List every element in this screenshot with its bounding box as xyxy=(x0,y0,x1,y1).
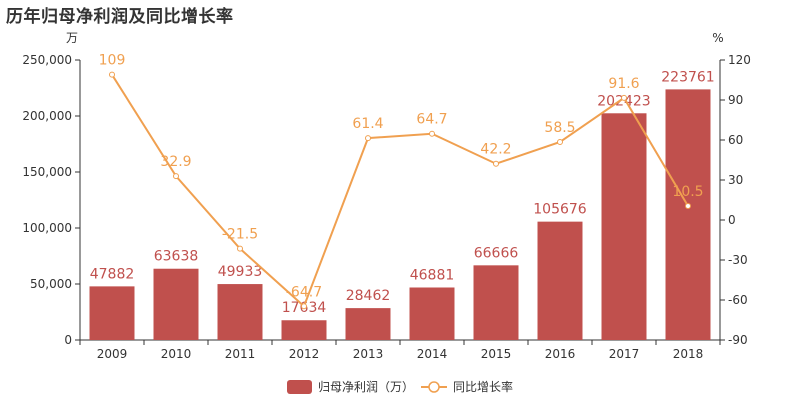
line-value-label: 10.5 xyxy=(672,184,703,200)
y-left-tick-label: 100,000 xyxy=(22,221,72,235)
bar-value-label: 66666 xyxy=(474,245,519,261)
line-point xyxy=(685,203,691,209)
line-point xyxy=(365,135,371,142)
y-right-tick-label: -90 xyxy=(728,333,748,347)
y-left-tick-label: 150,000 xyxy=(22,165,72,179)
line-value-label: -64.7 xyxy=(286,284,322,300)
bar-value-label: 49933 xyxy=(218,264,263,280)
line-value-label: 42.2 xyxy=(480,142,511,158)
bar-value-label: 105676 xyxy=(533,202,587,218)
x-tick-label: 2016 xyxy=(545,347,576,361)
x-tick-label: 2015 xyxy=(481,347,512,361)
x-tick-label: 2018 xyxy=(673,347,704,361)
bar xyxy=(601,113,647,340)
line-value-label: 109 xyxy=(99,53,126,69)
y-axis-right-unit: % xyxy=(712,31,723,45)
bar xyxy=(409,287,455,340)
y-left-tick-label: 250,000 xyxy=(22,53,72,67)
line-point xyxy=(237,245,243,252)
bar-value-label: 46881 xyxy=(410,267,455,283)
legend-bar-swatch xyxy=(287,380,312,394)
line-point xyxy=(109,71,115,78)
line-point xyxy=(557,139,563,145)
y-right-tick-label: 0 xyxy=(728,213,736,227)
x-tick-label: 2009 xyxy=(97,347,128,361)
bar xyxy=(473,265,519,340)
chart-title: 历年归母净利润及同比增长率 xyxy=(6,7,234,27)
y-right-tick-label: 60 xyxy=(728,133,743,147)
y-left-tick-label: 0 xyxy=(64,333,72,347)
legend-line-label: 同比增长率 xyxy=(453,379,513,394)
x-tick-label: 2017 xyxy=(609,347,640,361)
bar-value-label: 223761 xyxy=(661,69,714,85)
bar xyxy=(217,284,263,340)
line-point xyxy=(621,94,627,101)
legend-line-marker xyxy=(428,381,440,393)
y-axis-left-unit: 万 xyxy=(66,31,78,45)
line-point xyxy=(301,303,307,310)
line-value-label: 32.9 xyxy=(160,154,191,170)
bar xyxy=(345,308,391,340)
bar xyxy=(665,89,711,340)
bar xyxy=(89,286,135,340)
line-point xyxy=(429,130,435,137)
x-tick-label: 2011 xyxy=(225,347,256,361)
y-right-tick-label: -30 xyxy=(728,253,748,267)
x-tick-label: 2010 xyxy=(161,347,192,361)
bar-value-label: 28462 xyxy=(346,288,391,304)
x-tick-label: 2013 xyxy=(353,347,384,361)
y-right-tick-label: 90 xyxy=(728,93,743,107)
line-value-label: 64.7 xyxy=(416,112,447,128)
bar-value-label: 47882 xyxy=(90,266,135,282)
line-value-label: 61.4 xyxy=(352,116,383,132)
y-right-tick-label: 120 xyxy=(728,53,751,67)
bar xyxy=(153,268,199,340)
y-left-tick-label: 50,000 xyxy=(30,277,72,291)
growth-rate-line xyxy=(111,74,689,308)
bar xyxy=(281,320,327,340)
line-value-label: -21.5 xyxy=(222,227,258,243)
y-left-tick-label: 200,000 xyxy=(22,109,72,123)
line-point xyxy=(173,173,179,180)
line-value-label: 58.5 xyxy=(544,120,575,136)
bar-value-label: 63638 xyxy=(154,249,199,265)
bar-value-label: 202423 xyxy=(597,93,650,109)
bar xyxy=(537,221,583,340)
legend-bar-label: 归母净利润（万） xyxy=(318,380,414,394)
y-right-tick-label: -60 xyxy=(728,293,748,307)
line-value-label: 91.6 xyxy=(608,76,639,92)
x-tick-label: 2014 xyxy=(417,347,448,361)
y-right-tick-label: 30 xyxy=(728,173,743,187)
line-point xyxy=(493,160,499,167)
x-tick-label: 2012 xyxy=(289,347,320,361)
